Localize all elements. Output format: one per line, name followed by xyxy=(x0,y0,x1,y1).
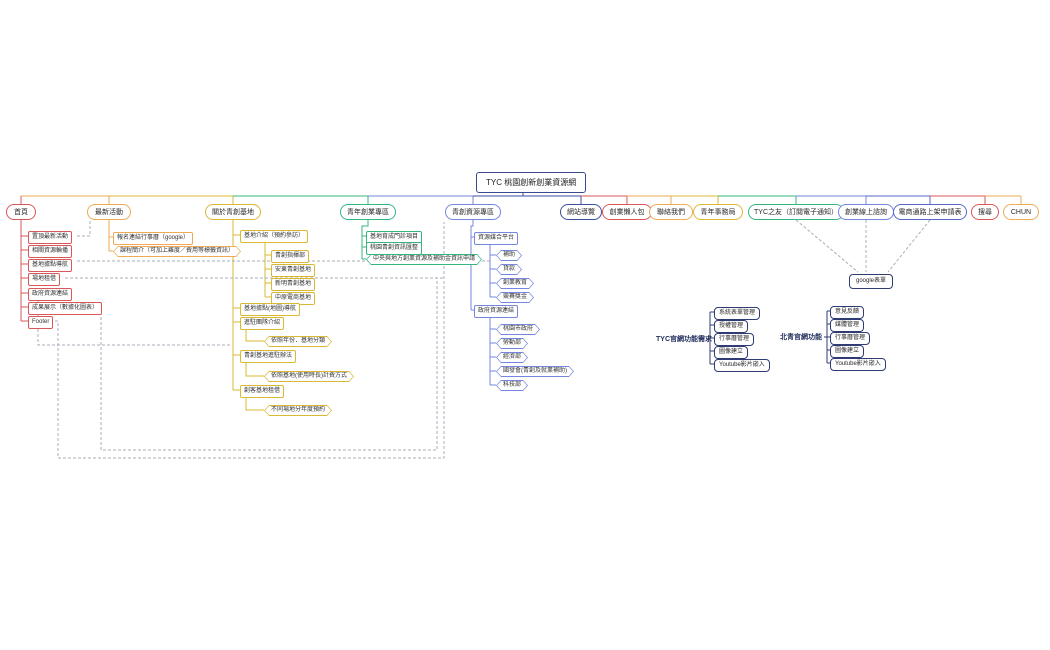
cluster-item[interactable]: 行事曆管理 xyxy=(714,333,755,346)
mindmap-node[interactable]: 青創指揮部 xyxy=(271,250,310,263)
mindmap-node[interactable]: 科技部 xyxy=(496,380,528,391)
mindmap-node[interactable]: 基地介紹（預約參訪） xyxy=(240,230,309,243)
node-starter-pack[interactable]: 創業懶人包 xyxy=(602,204,652,220)
cluster-tyc-requirements[interactable]: TYC官網功能需求 xyxy=(656,336,712,343)
mindmap-node[interactable]: 競賽獎金 xyxy=(496,292,534,303)
node-latest-activities[interactable]: 最新活動 xyxy=(87,204,131,220)
mindmap-node[interactable]: 貸款 xyxy=(496,264,522,275)
mindmap-node[interactable]: 相關資源輪播 xyxy=(28,245,73,258)
mindmap-node[interactable]: 置頂最新活動 xyxy=(28,231,73,244)
mindmap-node[interactable]: 國發會(青創及就業補助) xyxy=(496,366,574,377)
mindmap-node[interactable]: 補助 xyxy=(496,250,522,261)
node-home[interactable]: 首頁 xyxy=(6,204,36,220)
cluster-item[interactable]: 媒體管理 xyxy=(830,319,865,332)
mindmap-node[interactable]: 課程簡介（可加上難度／費用等標籤資訊） xyxy=(113,246,241,257)
mindmap-node[interactable]: 場地租借 xyxy=(28,273,61,286)
cluster-item[interactable]: 系統表單管理 xyxy=(714,307,761,320)
mindmap-root-title[interactable]: TYC 桃園創新創業資源網 xyxy=(476,172,587,193)
mindmap-node[interactable]: 資源媒合平台 xyxy=(474,232,519,245)
cluster-item[interactable]: 授權管理 xyxy=(714,320,749,333)
mindmap-node[interactable]: 青創基地進駐辦法 xyxy=(240,350,297,363)
node-chun[interactable]: CHUN xyxy=(1003,204,1039,220)
cluster-item[interactable]: 行事曆管理 xyxy=(830,332,871,345)
node-tyc-friends[interactable]: TYC之友（訂閱電子通知） xyxy=(748,204,844,220)
mindmap-node[interactable]: 依照基地(使用時長)計費方式 xyxy=(264,371,354,382)
node-youth-affairs-bureau[interactable]: 青年事務局 xyxy=(693,204,743,220)
mindmap-node[interactable]: 創業教育 xyxy=(496,278,534,289)
node-sitemap[interactable]: 網站導覽 xyxy=(560,204,602,220)
mindmap-node[interactable]: 經濟部 xyxy=(496,352,528,363)
mindmap-node[interactable]: 桃園青創資訊匯整 xyxy=(366,242,423,255)
mindmap-node[interactable]: 桃園市政府 xyxy=(496,324,540,335)
cluster-item[interactable]: 圖像建立 xyxy=(714,346,749,359)
node-youth-startup-zone[interactable]: 青年創業專區 xyxy=(340,204,396,220)
mindmap-node[interactable]: 依照年份．基地分類 xyxy=(264,336,332,347)
cluster-item[interactable]: 圖像建立 xyxy=(830,345,865,358)
cluster-north-site-features[interactable]: 北青官網功能 xyxy=(780,334,822,341)
mindmap-node[interactable]: 創客基地租借 xyxy=(240,385,285,398)
mindmap-node[interactable]: 基地據點(地圖)導航 xyxy=(240,303,300,316)
node-online-consult[interactable]: 創業線上諮詢 xyxy=(838,204,894,220)
node-search[interactable]: 搜尋 xyxy=(971,204,999,220)
mindmap-node[interactable]: 不同場地分年度預約 xyxy=(264,405,332,416)
mindmap-node[interactable]: Footer xyxy=(28,316,54,329)
mindmap-node[interactable]: 成果展示（數據化圖表） xyxy=(28,302,103,315)
mindmap-node[interactable]: 新明青創基地 xyxy=(271,278,316,291)
node-resource-zone[interactable]: 青創資源專區 xyxy=(445,204,501,220)
mindmap-node[interactable]: 報名連結行事曆（google） xyxy=(113,232,194,245)
node-ecommerce-apply[interactable]: 電商通路上架申請表 xyxy=(893,204,967,220)
cluster-item[interactable]: 意見反饋 xyxy=(830,306,865,319)
cluster-item[interactable]: Youtube影片嵌入 xyxy=(830,358,886,371)
mindmap-node[interactable]: 勞動部 xyxy=(496,338,528,349)
mindmap-node[interactable]: 進駐團隊介紹 xyxy=(240,317,285,330)
node-about-bases[interactable]: 關於青創基地 xyxy=(205,204,261,220)
mindmap-node[interactable]: 安東青創基地 xyxy=(271,264,316,277)
node-google-form[interactable]: google表單 xyxy=(849,274,894,289)
mindmap-node[interactable]: 政府資源連結 xyxy=(28,288,73,301)
node-contact-us[interactable]: 聯絡我們 xyxy=(649,204,693,220)
mindmap-node[interactable]: 基地據點導航 xyxy=(28,259,73,272)
mindmap-node[interactable]: 中央與地方創業資源及補助金資訊申請 xyxy=(366,254,482,265)
cluster-item[interactable]: Youtube影片嵌入 xyxy=(714,359,770,372)
mindmap-node[interactable]: 政府資源連結 xyxy=(474,305,519,318)
